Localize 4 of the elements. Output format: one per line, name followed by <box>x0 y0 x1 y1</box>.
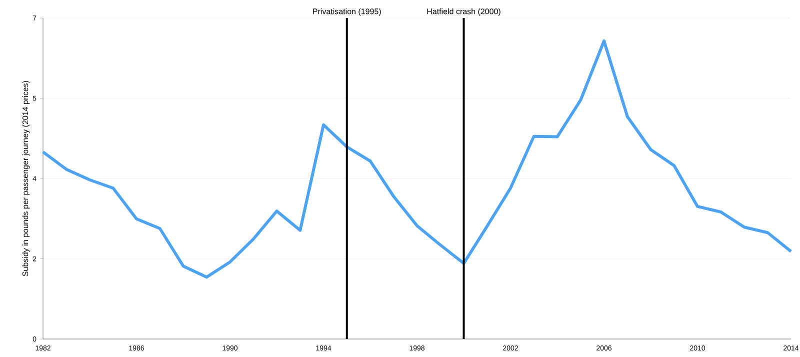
ref-line-label: Hatfield crash (2000) <box>427 8 500 16</box>
y-axis-title: Subsidy in pounds per passenger journey (2014 prices) <box>22 80 30 276</box>
ref-line-label: Privatisation (1995) <box>313 8 381 16</box>
line-series <box>42 39 793 279</box>
